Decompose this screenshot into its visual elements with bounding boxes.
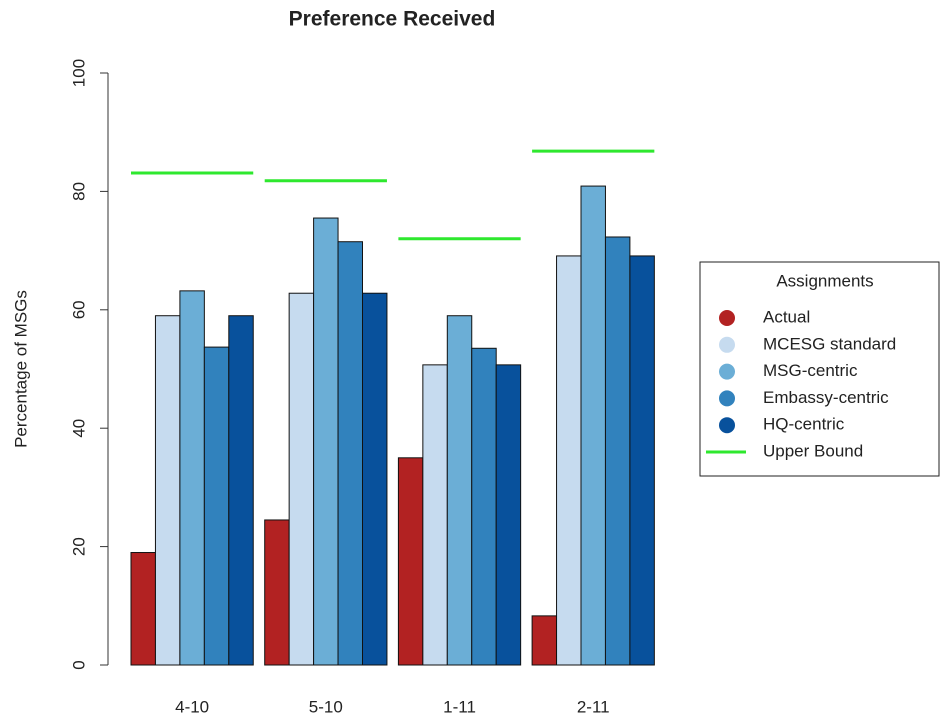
bar — [337, 241, 363, 666]
legend-marker — [719, 336, 735, 353]
bar — [531, 615, 558, 666]
legend-title: Assignments — [776, 271, 873, 290]
chart-title: Preference Received — [289, 8, 496, 31]
bar — [556, 255, 582, 666]
y-tick-label: 40 — [69, 419, 88, 438]
legend-marker — [719, 310, 735, 326]
bar — [130, 552, 156, 666]
bar — [203, 346, 230, 666]
x-tick-label: 4-10 — [175, 697, 209, 716]
bar — [228, 315, 254, 666]
legend-label: MSG-centric — [763, 361, 858, 380]
y-tick-label: 60 — [69, 300, 88, 319]
legend-box — [699, 261, 940, 477]
bar — [264, 519, 290, 666]
x-tick-label: 2-11 — [577, 697, 610, 716]
legend-label: Actual — [763, 307, 810, 326]
bar — [495, 364, 522, 666]
bar — [471, 347, 497, 666]
legend-label: Upper Bound — [763, 441, 863, 460]
y-tick-label: 100 — [69, 59, 88, 87]
y-tick-label: 80 — [69, 182, 88, 201]
bar — [580, 185, 606, 666]
y-tick-label: 20 — [69, 537, 88, 556]
bar — [288, 292, 315, 666]
bar — [604, 236, 631, 666]
bar — [422, 364, 448, 666]
legend-marker — [719, 363, 735, 380]
legend-marker — [719, 390, 735, 407]
y-axis-label: Percentage of MSGs — [11, 290, 30, 448]
x-tick-label: 5-10 — [309, 697, 343, 716]
legend-label: HQ-centric — [763, 415, 845, 434]
legend-label: MCESG standard — [763, 334, 896, 353]
y-tick-label: 0 — [69, 660, 88, 669]
legend-marker — [719, 417, 735, 434]
x-tick-label: 1-11 — [443, 697, 476, 716]
bar — [397, 457, 424, 666]
bar — [362, 292, 388, 666]
bar — [629, 255, 655, 666]
bar — [179, 290, 205, 666]
legend-label: Embassy-centric — [763, 388, 889, 407]
bar — [446, 315, 473, 666]
bar — [154, 315, 181, 666]
bar — [313, 217, 339, 666]
